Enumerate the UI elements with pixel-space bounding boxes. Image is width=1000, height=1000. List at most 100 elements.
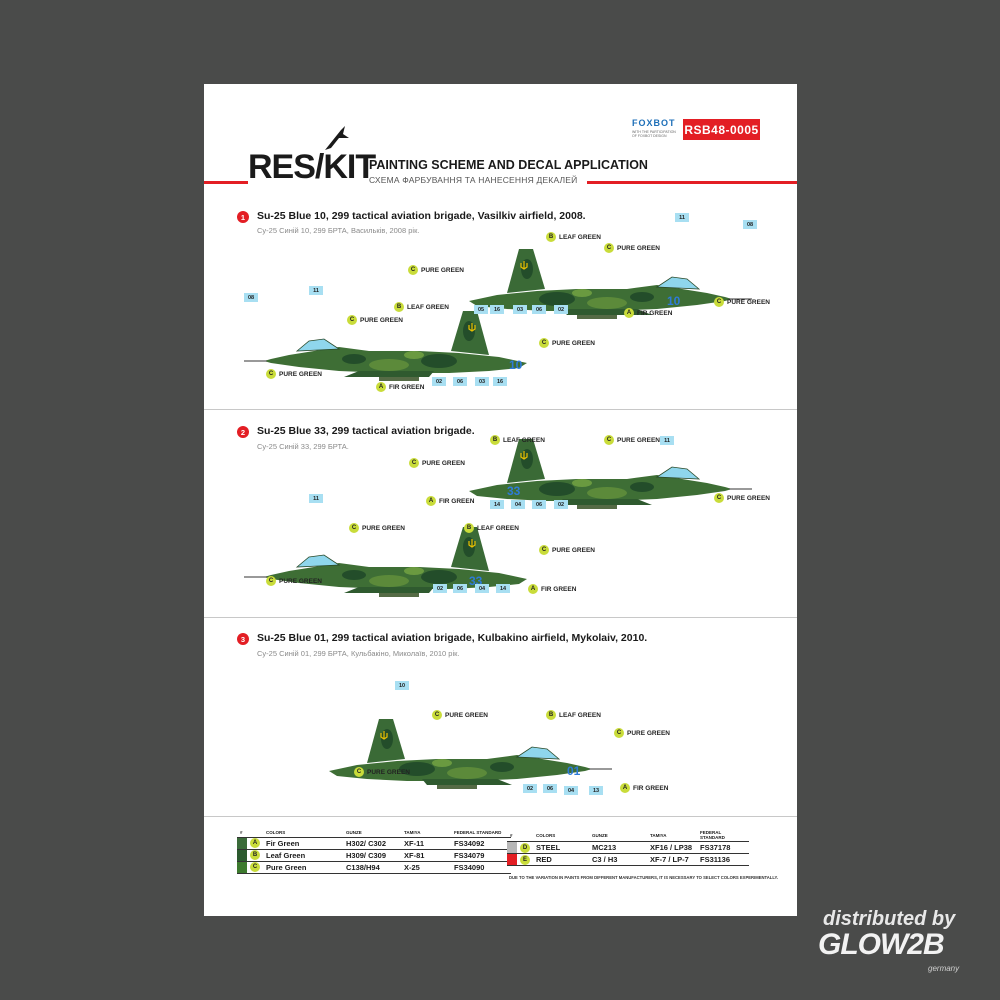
decal-number: 06: [543, 784, 557, 793]
reskit-logo: RES/KIT: [248, 148, 376, 186]
watermark-logo: GLOW2B: [818, 928, 945, 961]
page-title: PAINTING SCHEME AND DECAL APPLICATION: [369, 158, 648, 172]
decal-number: 02: [523, 784, 537, 793]
color-code-badge: D: [520, 842, 530, 853]
decal-number: 02: [432, 377, 446, 386]
table-row: E RED C3 / H3 XF-7 / LP-7 FS31136: [507, 853, 749, 866]
section-subtitle: Су-25 Синій 01, 299 БРТА, Кульбакіно, Ми…: [257, 649, 460, 658]
header-rule-right: [587, 181, 797, 184]
decal-number: 16: [493, 377, 507, 386]
section-title: Su-25 Blue 01, 299 tactical aviation bri…: [257, 632, 648, 644]
tamiya-code: XF-81: [401, 849, 451, 862]
fs-code: FS31136: [697, 853, 749, 866]
watermark-line1: distributed by: [823, 908, 956, 930]
aircraft-profile-left: 10: [243, 310, 528, 382]
column-header: TAMIYA: [647, 829, 697, 842]
color-callout: C PURE GREEN: [409, 458, 465, 468]
column-header: GUNZE: [343, 829, 401, 838]
color-swatch: [507, 842, 517, 853]
gunze-code: H302/ C302: [343, 837, 401, 850]
fs-code: FS34079: [451, 849, 511, 862]
color-name: Leaf Green: [263, 849, 343, 862]
table-row: B Leaf Green H309/ C309 XF-81 FS34079: [237, 849, 511, 862]
color-callout: B LEAF GREEN: [546, 232, 601, 242]
section-divider: [204, 617, 797, 618]
color-callout: C PURE GREEN: [349, 523, 405, 533]
aircraft-profile-right: 33: [468, 438, 753, 510]
color-callout: B LEAF GREEN: [546, 710, 601, 720]
color-callout: C PURE GREEN: [266, 576, 322, 586]
tamiya-code: XF-7 / LP-7: [647, 853, 697, 866]
foxbot-brand: FOXBOT: [632, 118, 676, 128]
color-callout: C PURE GREEN: [354, 767, 410, 777]
color-callout: C PURE GREEN: [408, 265, 464, 275]
fs-code: FS34090: [451, 861, 511, 874]
table-row: D STEEL MC213 XF16 / LP38 FS37178: [507, 841, 749, 854]
decal-sheet: RES/KIT PAINTING SCHEME AND DECAL APPLIC…: [204, 84, 797, 916]
color-name: Fir Green: [263, 837, 343, 850]
color-callout: C PURE GREEN: [432, 710, 488, 720]
color-callout: A FIR GREEN: [426, 496, 474, 506]
decal-number: 10: [395, 681, 409, 690]
page-subtitle: СХЕМА ФАРБУВАННЯ ТА НАНЕСЕННЯ ДЕКАЛЕЙ: [369, 175, 578, 185]
column-header: FEDERAL STANDARD: [451, 829, 511, 838]
color-callout: C PURE GREEN: [714, 493, 770, 503]
decal-number: 05: [474, 305, 488, 314]
decal-number: 14: [496, 584, 510, 593]
decal-number: 03: [475, 377, 489, 386]
watermark-line3: germany: [928, 964, 960, 973]
paint-note: DUE TO THE VARIATION IN PAINTS FROM DIFF…: [509, 875, 779, 880]
decal-number: 04: [475, 584, 489, 593]
decal-number: 14: [490, 500, 504, 509]
product-code-badge: RSB48-0005: [683, 119, 760, 140]
color-swatch: [237, 837, 247, 849]
aircraft-profile-left: 33: [243, 526, 528, 598]
column-header: [517, 829, 533, 842]
color-code-badge: E: [520, 854, 530, 865]
tamiya-code: XF-11: [401, 837, 451, 850]
column-header: COLORS: [533, 829, 589, 842]
side-number: 33: [507, 484, 521, 498]
color-callout: B LEAF GREEN: [490, 435, 545, 445]
side-number: 10: [667, 294, 681, 308]
color-callout: C PURE GREEN: [604, 435, 660, 445]
color-callout: B LEAF GREEN: [394, 302, 449, 312]
color-callout: C PURE GREEN: [714, 297, 770, 307]
color-code-badge: A: [250, 838, 260, 848]
section-title: Su-25 Blue 33, 299 tactical aviation bri…: [257, 425, 475, 437]
column-header: #: [507, 829, 517, 842]
decal-number: 02: [554, 500, 568, 509]
color-callout: C PURE GREEN: [604, 243, 660, 253]
decal-number: 06: [453, 584, 467, 593]
decal-number: 03: [513, 305, 527, 314]
header-rule-left: [204, 181, 248, 184]
column-header: TAMIYA: [401, 829, 451, 838]
decal-number: 04: [564, 786, 578, 795]
color-name: RED: [533, 853, 589, 866]
fs-code: FS37178: [697, 841, 749, 854]
section-title: Su-25 Blue 10, 299 tactical aviation bri…: [257, 210, 586, 222]
color-callout: A FIR GREEN: [376, 382, 424, 392]
section-subtitle: Су-25 Синій 33, 299 БРТА.: [257, 442, 349, 451]
decal-number: 02: [554, 305, 568, 314]
color-legend-table: # COLORS GUNZE TAMIYA FEDERAL STANDARD A…: [237, 829, 511, 874]
color-swatch: [237, 849, 247, 861]
color-callout: B LEAF GREEN: [464, 523, 519, 533]
section-divider: [204, 816, 797, 817]
gunze-code: MC213: [589, 841, 647, 854]
foxbot-note: WITH THE PARTICIPATION OF FOXBOT DESIGN: [632, 130, 676, 138]
jet-logo-icon: [325, 126, 349, 150]
section-number: 2: [237, 426, 249, 438]
decal-number: 13: [589, 786, 603, 795]
color-swatch: [507, 854, 517, 865]
decal-number: 11: [660, 436, 674, 445]
color-callout: C PURE GREEN: [266, 369, 322, 379]
column-header: #: [237, 829, 247, 838]
tamiya-code: XF16 / LP38: [647, 841, 697, 854]
table-row: A Fir Green H302/ C302 XF-11 FS34092: [237, 837, 511, 850]
gunze-code: H309/ C309: [343, 849, 401, 862]
color-callout: A FIR GREEN: [528, 584, 576, 594]
section-divider: [204, 409, 797, 410]
column-header: GUNZE: [589, 829, 647, 842]
tamiya-code: X-25: [401, 861, 451, 874]
